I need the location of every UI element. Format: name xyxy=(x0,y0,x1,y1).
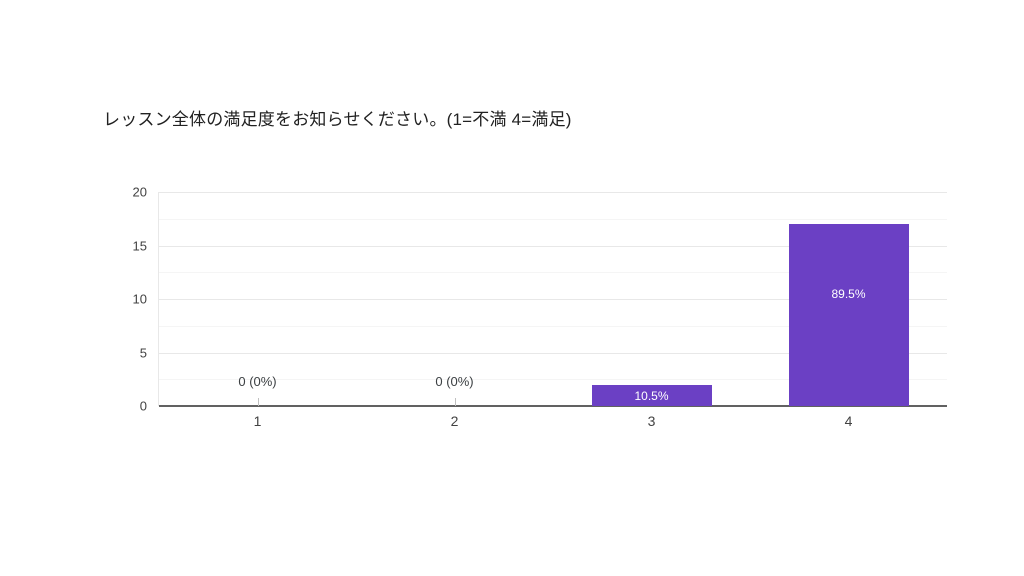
x-axis-label-1: 1 xyxy=(253,413,262,429)
y-axis-label-15: 15 xyxy=(132,238,147,253)
zero-value-label-2: 0 (0%) xyxy=(435,374,474,389)
y-gridline-10 xyxy=(159,299,947,300)
y-minor-gridline-2.5 xyxy=(159,379,947,381)
x-axis-label-2: 2 xyxy=(450,413,459,429)
x-axis-label-3: 3 xyxy=(647,413,656,429)
y-minor-gridline-12.5 xyxy=(159,272,947,274)
x-axis-line xyxy=(159,405,947,407)
y-axis-label-10: 10 xyxy=(132,291,147,307)
y-axis-label-0: 0 xyxy=(139,398,147,414)
zero-tick-mark-2 xyxy=(454,398,456,406)
zero-tick-mark-1 xyxy=(257,398,259,406)
y-axis-label-20: 20 xyxy=(132,184,147,200)
question-title: レッスン全体の満足度をお知らせください。(1=不満 4=満足) xyxy=(103,110,572,129)
y-gridline-15 xyxy=(159,245,947,247)
y-axis-label-5: 5 xyxy=(139,345,147,360)
y-minor-gridline-7.5 xyxy=(159,325,947,327)
zero-value-label-1: 0 (0%) xyxy=(238,374,277,389)
bar-chart-plot-area: 0 5 10 15 20 0 (0%) 1 0 (0%) 2 10.5% 3 89.5% 4 xyxy=(133,186,947,428)
y-minor-gridline-17.5 xyxy=(159,218,947,220)
bar-percent-label-3: 10.5% xyxy=(634,388,669,403)
y-gridline-5 xyxy=(159,352,947,354)
bar-category-4: 89.5% xyxy=(788,224,909,406)
y-gridline-20 xyxy=(159,192,947,193)
bar-percent-label-4: 89.5% xyxy=(831,287,866,302)
bar-category-3: 10.5% xyxy=(591,385,712,406)
x-axis-label-4: 4 xyxy=(844,413,853,429)
